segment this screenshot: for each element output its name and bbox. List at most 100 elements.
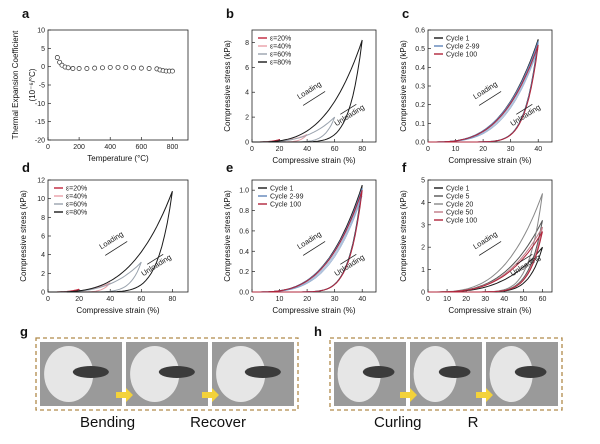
legend-label: Cycle 1 [270,186,293,193]
photo-frame [35,337,299,411]
x-tick-label: 80 [358,146,366,153]
legend-label: ε=20% [270,36,291,43]
legend-label: ε=80% [270,60,291,67]
x-tick-label: 0 [250,146,254,153]
y-tick-label: 0.0 [239,290,249,297]
y-tick-label: 10 [37,196,45,203]
y-axis-label: Compressive stress (kPa) [19,190,28,282]
x-tick-label: 40 [303,146,311,153]
y-tick-label: 10 [37,28,45,35]
glove-hand [130,346,180,402]
sample-strip [438,366,471,378]
panel-label: h [314,324,322,339]
y-tick-label: 0.6 [239,228,249,235]
y-tick-label: 0.2 [415,102,425,109]
y-tick-label: 4 [41,252,45,259]
y-tick-label: 0.6 [415,28,425,35]
panel-label: b [226,6,234,21]
data-point [65,65,71,71]
legend-label: ε=20% [66,186,87,193]
y-tick-label: 2 [41,271,45,278]
plot-frame [47,29,189,141]
y-tick-label: 12 [37,178,45,185]
y-tick-label: 0 [41,290,45,297]
photo-panel-h: h Curling R [314,324,563,431]
legend-label: Cycle 2-99 [270,194,304,201]
sample-strip [72,366,109,378]
legend-label: ε=40% [270,44,291,51]
x-tick-label: 20 [75,296,83,303]
glove-hand [489,346,533,402]
legend-label: ε=60% [270,52,291,59]
x-tick-label: 400 [104,144,116,151]
x-tick-label: 60 [137,296,145,303]
y-tick-label: 2 [245,115,249,122]
arrow-unloading [516,103,533,115]
x-tick-label: 20 [462,296,470,303]
data-point [70,66,76,71]
x-axis-label: Temperature (°C) [87,154,149,163]
x-tick-label: 0 [426,296,430,303]
x-tick-label: 20 [276,146,284,153]
panel-f: f 0 10 20 30 40 50 60 0 1 2 3 4 5 Compressive strain (… [399,160,553,315]
x-axis-label: Compressive strain (%) [448,306,531,315]
arrow-loading [104,241,128,256]
panel-label: a [22,6,30,21]
process-arrow [116,388,133,402]
x-tick-label: 40 [358,296,366,303]
data-point [131,65,137,71]
panel-label: d [22,160,30,175]
y-tick-label: 6 [245,65,249,72]
glove-hand [44,346,94,402]
y-axis-label: Thermal Expansion Coefficient [11,30,20,140]
series-line [428,44,539,143]
panel-label: f [402,160,407,175]
data-point [169,68,175,74]
x-tick-label: 0 [250,296,254,303]
legend-label: Cycle 20 [446,202,473,209]
data-point [138,65,144,71]
annotation-unloading: Unloading [139,252,172,278]
x-axis-label: Compressive strain (%) [272,306,355,315]
series-line [252,116,336,143]
legend-label: Cycle 5 [446,194,469,201]
data-point [115,64,121,70]
arrow-loading [302,241,326,256]
panel-c: c 0 10 20 30 40 0.0 0.1 0.2 0.3 0.4 0.5 0.6 Compressi… [399,6,553,165]
arrow-unloading [340,103,357,115]
annotation-loading: Loading [295,229,322,251]
arrow-unloading [340,253,357,265]
data-point [92,65,98,71]
process-arrow [202,388,219,402]
y-tick-label: 5 [41,46,45,53]
legend-label: ε=40% [66,194,87,201]
series-line [252,39,363,143]
glove-hand [413,346,457,402]
y-tick-label: 3 [421,222,425,229]
y-tick-label: 1 [421,267,425,274]
caption: Curling [374,414,422,431]
y-tick-label: 0.5 [415,46,425,53]
panel-e: e 0 10 20 30 40 0.0 0.2 0.4 0.6 0.8 1.0 Compressive … [223,160,377,315]
x-tick-label: 0 [426,146,430,153]
data-point [99,65,105,71]
y-tick-label: 8 [245,40,249,47]
y-axis-label: Compressive stress (kPa) [223,190,232,282]
arrow-unloading [146,253,164,265]
y-tick-label: 0.3 [415,84,425,91]
annotation-loading: Loading [295,79,322,101]
process-arrow [476,388,493,402]
y-tick-label: 5 [421,178,425,185]
x-tick-label: 60 [331,146,339,153]
x-tick-label: 20 [479,146,487,153]
annotation-unloading: Unloading [509,102,542,128]
legend-label: Cycle 1 [446,186,469,193]
legend-label: Cycle 50 [446,210,473,217]
y-tick-label: 0 [421,290,425,297]
sample-strip [514,366,547,378]
sample-strip [362,366,395,378]
y-tick-label: 0.1 [415,121,425,128]
x-tick-label: 30 [331,296,339,303]
data-point [76,66,82,71]
